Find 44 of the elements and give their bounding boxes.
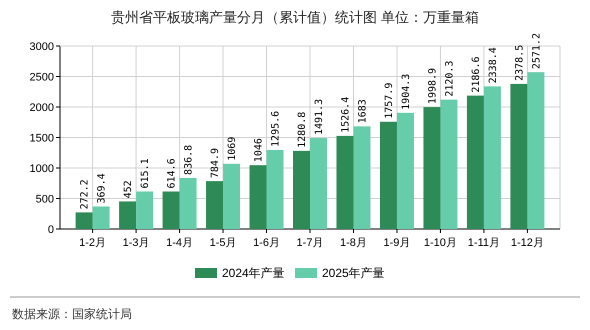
data-label: 1904.3: [400, 74, 412, 110]
data-label: 369.4: [96, 173, 108, 204]
data-label: 614.6: [166, 158, 178, 189]
x-tick-label: 1-5月: [210, 237, 236, 249]
data-label: 1295.6: [270, 110, 282, 147]
y-tick-label: 3000: [30, 41, 54, 53]
x-tick-label: 1-2月: [79, 237, 106, 249]
y-tick-label: 1000: [30, 163, 54, 175]
y-tick-label: 2000: [30, 102, 54, 114]
data-label: 2186.6: [470, 56, 482, 93]
data-label: 836.8: [184, 144, 195, 175]
data-label: 1069: [227, 136, 238, 161]
x-tick-label: 1-12月: [510, 237, 544, 249]
data-label: 2338.4: [488, 47, 499, 84]
data-label: 615.1: [140, 158, 152, 188]
legend-label: 2025年产量: [322, 266, 385, 280]
data-label: 452: [123, 180, 134, 198]
x-tick-label: 1-10月: [424, 237, 457, 249]
data-label: 1491.3: [314, 98, 325, 136]
x-tick-label: 1-3月: [122, 237, 150, 249]
data-label: 1683: [357, 99, 368, 124]
chart-title: 贵州省平板玻璃产量分月（累计值）统计图 单位：万重量箱: [111, 9, 479, 25]
x-tick-label: 1-4月: [166, 237, 194, 249]
data-label: 1280.8: [297, 112, 308, 148]
data-label: 1046: [254, 138, 265, 162]
x-tick-label: 1-8月: [340, 237, 367, 249]
x-tick-label: 1-11月: [468, 237, 500, 249]
data-label: 2378.5: [514, 44, 526, 81]
data-label: 784.9: [210, 148, 222, 178]
x-tick-label: 1-9月: [384, 237, 410, 249]
y-tick-label: 500: [36, 194, 54, 206]
x-tick-label: 1-6月: [253, 237, 280, 249]
data-label: 2120.3: [444, 60, 456, 97]
y-tick-label: 1500: [30, 132, 54, 144]
y-tick-label: 0: [48, 224, 54, 236]
data-label: 2571.2: [531, 33, 542, 70]
data-label: 1526.4: [340, 96, 352, 133]
source-note: 数据来源：国家统计局: [12, 307, 132, 321]
data-label: 1998.9: [427, 68, 438, 104]
data-label: 272.2: [80, 179, 91, 210]
x-tick-label: 1-7月: [296, 237, 324, 249]
y-tick-label: 2500: [30, 72, 54, 84]
legend-label: 2024年产量: [222, 266, 285, 280]
data-label: 1757.9: [384, 82, 395, 119]
